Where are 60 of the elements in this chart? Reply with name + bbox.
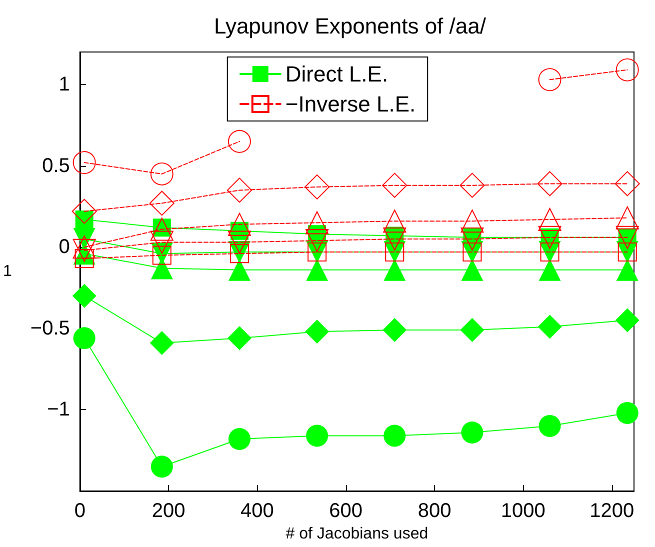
point xyxy=(150,218,174,241)
point xyxy=(616,402,638,424)
point xyxy=(230,244,249,264)
point xyxy=(306,211,329,234)
point xyxy=(305,320,330,344)
point xyxy=(383,210,406,233)
point xyxy=(460,318,484,342)
point xyxy=(538,414,561,437)
y-tick-label: −0.5 xyxy=(30,317,70,340)
y-tick-label: 0 xyxy=(58,236,70,258)
point xyxy=(616,206,639,230)
y-tick-label: −1 xyxy=(47,398,70,421)
point xyxy=(150,162,174,186)
legend-label: Direct L.E. xyxy=(285,62,388,86)
point xyxy=(460,210,484,233)
point xyxy=(228,428,250,450)
point xyxy=(73,327,96,350)
point xyxy=(150,331,174,356)
point xyxy=(615,308,640,332)
point xyxy=(382,318,407,342)
point xyxy=(538,68,562,92)
legend-label: −Inverse L.E. xyxy=(285,92,416,116)
point xyxy=(538,314,562,339)
point xyxy=(149,190,174,216)
x-tick-label: 1200 xyxy=(590,500,634,522)
x-tick-label: 400 xyxy=(240,500,274,522)
chart-title: Lyapunov Exponents of /aa/ xyxy=(214,14,487,38)
point xyxy=(384,424,406,447)
y-axis-title: 1 xyxy=(2,263,12,280)
point xyxy=(382,172,408,198)
point xyxy=(616,58,639,82)
point xyxy=(227,326,252,350)
x-axis-title: # of Jacobians used xyxy=(286,525,428,542)
y-tick-label: 1 xyxy=(58,74,70,96)
point xyxy=(150,456,173,478)
point xyxy=(461,421,484,444)
y-tick-label: 0.5 xyxy=(42,154,70,177)
point xyxy=(226,178,252,203)
point xyxy=(306,424,328,447)
point xyxy=(306,229,329,252)
x-tick-label: 200 xyxy=(152,500,186,522)
point xyxy=(72,151,96,174)
point xyxy=(228,258,250,281)
point xyxy=(228,130,251,153)
point xyxy=(614,171,640,196)
point xyxy=(383,227,406,250)
point xyxy=(460,172,485,198)
point xyxy=(537,171,562,196)
point xyxy=(72,198,97,224)
point xyxy=(228,230,251,254)
x-tick-label: 1000 xyxy=(500,500,546,522)
point xyxy=(72,284,96,308)
x-tick-label: 600 xyxy=(329,500,363,522)
point xyxy=(228,212,251,236)
point xyxy=(304,174,330,200)
x-tick-label: 800 xyxy=(418,500,452,522)
point xyxy=(150,230,174,254)
point xyxy=(460,227,484,250)
x-tick-label: 0 xyxy=(74,500,86,522)
point xyxy=(538,208,562,231)
